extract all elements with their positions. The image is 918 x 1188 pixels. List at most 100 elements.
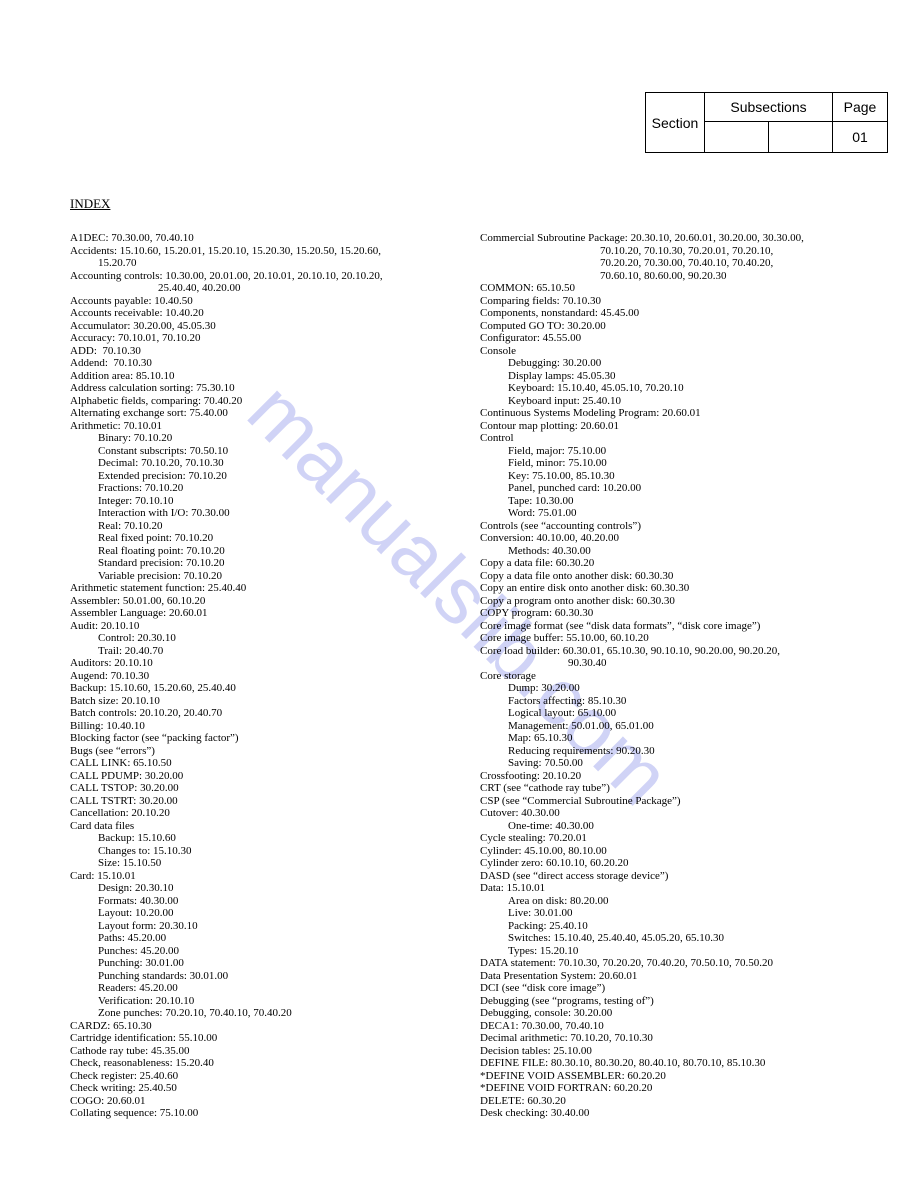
index-entry: Accidents: 15.10.60, 15.20.01, 15.20.10,… <box>70 245 450 258</box>
index-entry: Size: 15.10.50 <box>70 857 450 870</box>
index-entry: Accounting controls: 10.30.00, 20.01.00,… <box>70 270 450 283</box>
index-entry: Accounts payable: 10.40.50 <box>70 295 450 308</box>
index-entry: Trail: 20.40.70 <box>70 645 450 658</box>
index-entry: Decimal: 70.10.20, 70.10.30 <box>70 457 450 470</box>
index-entry: Constant subscripts: 70.50.10 <box>70 445 450 458</box>
index-column-right: Commercial Subroutine Package: 20.30.10,… <box>480 232 860 1120</box>
index-entry: Configurator: 45.55.00 <box>480 332 860 345</box>
index-entry: Addend: 70.10.30 <box>70 357 450 370</box>
index-entry: 70.10.20, 70.10.30, 70.20.01, 70.20.10, <box>480 245 860 258</box>
index-entry: Field, minor: 75.10.00 <box>480 457 860 470</box>
index-entry: Fractions: 70.10.20 <box>70 482 450 495</box>
index-entry: COPY program: 60.30.30 <box>480 607 860 620</box>
index-entry: Standard precision: 70.10.20 <box>70 557 450 570</box>
index-entry: Cartridge identification: 55.10.00 <box>70 1032 450 1045</box>
index-entry: Check writing: 25.40.50 <box>70 1082 450 1095</box>
index-entry: DECA1: 70.30.00, 70.40.10 <box>480 1020 860 1033</box>
index-entry: *DEFINE VOID FORTRAN: 60.20.20 <box>480 1082 860 1095</box>
index-entry: Desk checking: 30.40.00 <box>480 1107 860 1120</box>
index-entry: Panel, punched card: 10.20.00 <box>480 482 860 495</box>
index-entry: One-time: 40.30.00 <box>480 820 860 833</box>
index-entry: *DEFINE VOID ASSEMBLER: 60.20.20 <box>480 1070 860 1083</box>
index-entry: Copy a program onto another disk: 60.30.… <box>480 595 860 608</box>
index-entry: Addition area: 85.10.10 <box>70 370 450 383</box>
index-entry: Comparing fields: 70.10.30 <box>480 295 860 308</box>
index-entry: Components, nonstandard: 45.45.00 <box>480 307 860 320</box>
index-entry: CALL PDUMP: 30.20.00 <box>70 770 450 783</box>
index-entry: Check register: 25.40.60 <box>70 1070 450 1083</box>
index-entry: Address calculation sorting: 75.30.10 <box>70 382 450 395</box>
index-entry: 70.20.20, 70.30.00, 70.40.10, 70.40.20, <box>480 257 860 270</box>
index-entry: Zone punches: 70.20.10, 70.40.10, 70.40.… <box>70 1007 450 1020</box>
index-entry: Live: 30.01.00 <box>480 907 860 920</box>
index-entry: Formats: 40.30.00 <box>70 895 450 908</box>
index-entry: Decimal arithmetic: 70.10.20, 70.10.30 <box>480 1032 860 1045</box>
index-entry: Interaction with I/O: 70.30.00 <box>70 507 450 520</box>
index-entry: Variable precision: 70.10.20 <box>70 570 450 583</box>
index-entry: Logical layout: 65.10.00 <box>480 707 860 720</box>
index-entry: Contour map plotting: 20.60.01 <box>480 420 860 433</box>
index-entry: Assembler: 50.01.00, 60.10.20 <box>70 595 450 608</box>
index-entry: Controls (see “accounting controls”) <box>480 520 860 533</box>
index-entry: DASD (see “direct access storage device”… <box>480 870 860 883</box>
index-entry: Design: 20.30.10 <box>70 882 450 895</box>
index-entry: Punches: 45.20.00 <box>70 945 450 958</box>
index-entry: Punching: 30.01.00 <box>70 957 450 970</box>
index-entry: Field, major: 75.10.00 <box>480 445 860 458</box>
index-entry: Display lamps: 45.05.30 <box>480 370 860 383</box>
index-entry: Cylinder zero: 60.10.10, 60.20.20 <box>480 857 860 870</box>
index-entry: Cathode ray tube: 45.35.00 <box>70 1045 450 1058</box>
index-entry: Layout: 10.20.00 <box>70 907 450 920</box>
index-entry: Computed GO TO: 30.20.00 <box>480 320 860 333</box>
hdr-section-label: Section <box>646 93 705 153</box>
index-entry: Verification: 20.10.10 <box>70 995 450 1008</box>
index-entry: Copy a data file onto another disk: 60.3… <box>480 570 860 583</box>
index-entry: Copy an entire disk onto another disk: 6… <box>480 582 860 595</box>
index-entry: Backup: 15.10.60, 15.20.60, 25.40.40 <box>70 682 450 695</box>
index-entry: Collating sequence: 75.10.00 <box>70 1107 450 1120</box>
index-entry: Arithmetic statement function: 25.40.40 <box>70 582 450 595</box>
index-entry: Copy a data file: 60.30.20 <box>480 557 860 570</box>
index-entry: Debugging, console: 30.20.00 <box>480 1007 860 1020</box>
index-entry: DCI (see “disk core image”) <box>480 982 860 995</box>
index-entry: Core storage <box>480 670 860 683</box>
index-entry: Paths: 45.20.00 <box>70 932 450 945</box>
index-entry: Real fixed point: 70.10.20 <box>70 532 450 545</box>
index-entry: A1DEC: 70.30.00, 70.40.10 <box>70 232 450 245</box>
index-entry: Keyboard input: 25.40.10 <box>480 395 860 408</box>
index-entry: Cutover: 40.30.00 <box>480 807 860 820</box>
index-entry: Integer: 70.10.10 <box>70 495 450 508</box>
index-entry: DEFINE FILE: 80.30.10, 80.30.20, 80.40.1… <box>480 1057 860 1070</box>
index-entry: Conversion: 40.10.00, 40.20.00 <box>480 532 860 545</box>
hdr-subsections-label: Subsections <box>705 93 833 122</box>
index-entry: DELETE: 60.30.20 <box>480 1095 860 1108</box>
index-entry: Audit: 20.10.10 <box>70 620 450 633</box>
index-entry: Blocking factor (see “packing factor”) <box>70 732 450 745</box>
index-entry: 25.40.40, 40.20.00 <box>70 282 450 295</box>
index-entry: 70.60.10, 80.60.00, 90.20.30 <box>480 270 860 283</box>
index-entry: Readers: 45.20.00 <box>70 982 450 995</box>
index-entry: Core load builder: 60.30.01, 65.10.30, 9… <box>480 645 860 658</box>
index-entry: CSP (see “Commercial Subroutine Package”… <box>480 795 860 808</box>
index-entry: Card data files <box>70 820 450 833</box>
index-entry: Real: 70.10.20 <box>70 520 450 533</box>
index-entry: Punching standards: 30.01.00 <box>70 970 450 983</box>
hdr-subsection-b <box>769 122 833 153</box>
index-entry: 15.20.70 <box>70 257 450 270</box>
hdr-page-number: 01 <box>833 122 888 153</box>
index-title: INDEX <box>70 196 110 212</box>
hdr-page-label: Page <box>833 93 888 122</box>
index-entry: Augend: 70.10.30 <box>70 670 450 683</box>
index-entry: Accumulator: 30.20.00, 45.05.30 <box>70 320 450 333</box>
index-entry: Cycle stealing: 70.20.01 <box>480 832 860 845</box>
header-table: Section Subsections Page 01 <box>645 92 888 153</box>
index-entry: Cylinder: 45.10.00, 80.10.00 <box>480 845 860 858</box>
index-column-left: A1DEC: 70.30.00, 70.40.10Accidents: 15.1… <box>70 232 450 1120</box>
index-entry: Accounts receivable: 10.40.20 <box>70 307 450 320</box>
index-entry: Area on disk: 80.20.00 <box>480 895 860 908</box>
index-entry: Control <box>480 432 860 445</box>
index-entry: Map: 65.10.30 <box>480 732 860 745</box>
index-entry: Saving: 70.50.00 <box>480 757 860 770</box>
index-entry: Tape: 10.30.00 <box>480 495 860 508</box>
index-entry: ADD: 70.10.30 <box>70 345 450 358</box>
